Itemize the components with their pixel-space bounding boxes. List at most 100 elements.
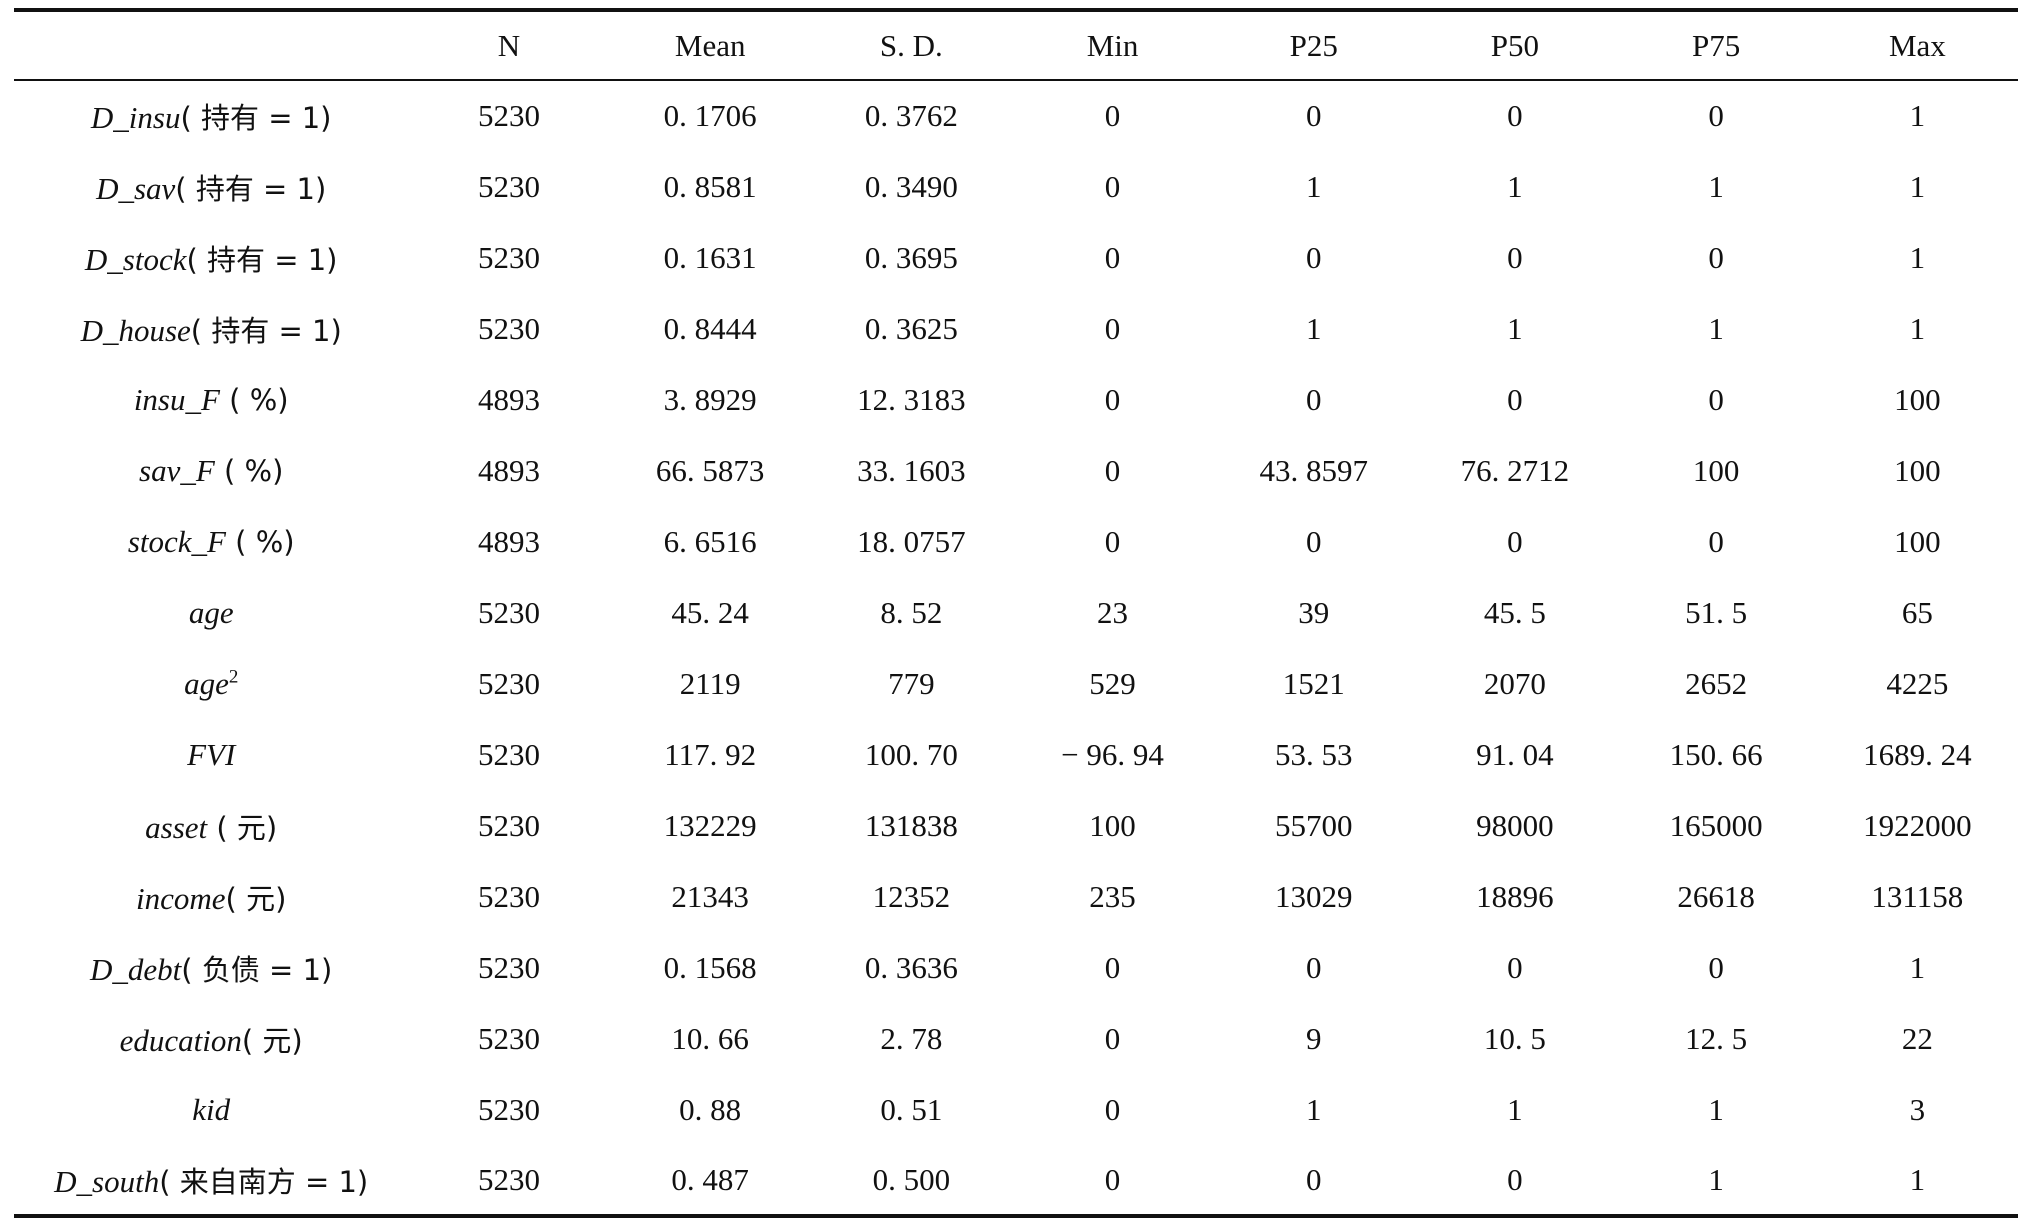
row-label: insu_F ( %) bbox=[14, 364, 408, 435]
row-label: asset ( 元) bbox=[14, 790, 408, 861]
cell-sd: 131838 bbox=[864, 807, 958, 843]
variable-name: D_house bbox=[80, 312, 191, 348]
cell-n: 5230 bbox=[477, 736, 540, 772]
table-row: insu_F ( %) 4893 3. 8929 12. 3183 0 0 0 0 100 bbox=[14, 364, 2018, 435]
cell-min: 0 bbox=[1104, 239, 1121, 275]
cell-p75: 0 bbox=[1708, 949, 1724, 985]
variable-name: kid bbox=[192, 1091, 231, 1127]
cell-p25: 0 bbox=[1305, 949, 1322, 985]
cell-sd: 0. 3762 bbox=[864, 98, 958, 133]
cell-p50: 0 bbox=[1507, 381, 1523, 417]
cell-mean: 0. 88 bbox=[679, 1091, 742, 1127]
cell-min: 23 bbox=[1097, 594, 1129, 630]
variable-note: ( 元) bbox=[225, 881, 287, 916]
cell-n: 5230 bbox=[477, 949, 540, 985]
header-n: N bbox=[497, 27, 521, 63]
cell-max: 1 bbox=[1909, 949, 1926, 985]
cell-max: 1689. 24 bbox=[1863, 736, 1972, 772]
cell-n: 5230 bbox=[477, 1020, 540, 1056]
cell-p50: 45. 5 bbox=[1483, 594, 1546, 630]
cell-max: 65 bbox=[1901, 594, 1933, 630]
cell-p25: 0 bbox=[1305, 239, 1322, 275]
row-label: D_insu( 持有 = 1) bbox=[14, 80, 408, 151]
table-row: sav_F ( %) 4893 66. 5873 33. 1603 0 43. 8597 7… bbox=[14, 435, 2018, 506]
cell-mean: 0. 487 bbox=[671, 1161, 749, 1197]
cell-min: 0 bbox=[1104, 949, 1121, 985]
cell-min: − 96. 94 bbox=[1061, 736, 1164, 772]
row-label: sav_F ( %) bbox=[14, 435, 408, 506]
cell-sd: 2. 78 bbox=[880, 1020, 943, 1056]
cell-p50: 1 bbox=[1507, 168, 1523, 204]
row-label: D_sav( 持有 = 1) bbox=[14, 151, 408, 222]
cell-sd: 18. 0757 bbox=[857, 523, 966, 559]
cell-p50: 0 bbox=[1507, 1161, 1523, 1197]
variable-note: ( 元) bbox=[207, 810, 278, 845]
cell-min: 0 bbox=[1104, 1091, 1121, 1127]
variable-name: income bbox=[136, 880, 226, 916]
cell-n: 4893 bbox=[477, 381, 540, 417]
table-row: age2 5230 2119 779 529 1521 2070 2652 4225 bbox=[14, 648, 2018, 719]
cell-sd: 12352 bbox=[872, 878, 951, 914]
cell-min: 235 bbox=[1089, 878, 1136, 914]
header-sd: S. D. bbox=[879, 27, 943, 63]
cell-p75: 1 bbox=[1708, 168, 1724, 204]
cell-mean: 2119 bbox=[679, 665, 741, 701]
variable-note: ( 元) bbox=[241, 1023, 303, 1058]
table-row: D_house( 持有 = 1) 5230 0. 8444 0. 3625 0 1 1 1 1 bbox=[14, 293, 2018, 364]
cell-mean: 0. 8581 bbox=[663, 168, 757, 204]
table-body: D_insu( 持有 = 1) 5230 0. 1706 0. 3762 0 0 0 0 1 D_… bbox=[14, 80, 2018, 1216]
cell-p75: 1 bbox=[1708, 1091, 1724, 1127]
cell-p25: 55700 bbox=[1274, 807, 1353, 843]
table-row: FVI 5230 117. 92 100. 70 − 96. 94 53. 53 91. 0… bbox=[14, 719, 2018, 790]
cell-p75: 100 bbox=[1692, 452, 1740, 488]
cell-sd: 779 bbox=[888, 665, 935, 701]
cell-p25: 1521 bbox=[1282, 665, 1345, 701]
cell-min: 0 bbox=[1104, 168, 1121, 204]
variable-name: education bbox=[119, 1022, 242, 1058]
row-label: income( 元) bbox=[14, 861, 408, 932]
cell-sd: 0. 51 bbox=[880, 1091, 943, 1127]
header-corner-cell bbox=[14, 10, 408, 80]
cell-p75: 0 bbox=[1708, 239, 1724, 275]
variable-note: ( 持有 = 1) bbox=[180, 101, 332, 135]
table-row: asset ( 元) 5230 132229 131838 100 55700 98000 1… bbox=[14, 790, 2018, 861]
cell-p50: 1 bbox=[1507, 310, 1523, 346]
cell-n: 5230 bbox=[477, 1161, 540, 1197]
variable-note: ( 持有 = 1) bbox=[186, 242, 338, 277]
cell-n: 4893 bbox=[477, 523, 540, 559]
cell-mean: 66. 5873 bbox=[655, 452, 765, 488]
cell-p50: 18896 bbox=[1476, 878, 1554, 914]
variable-name: D_stock bbox=[84, 241, 187, 277]
cell-p75: 150. 66 bbox=[1669, 736, 1763, 772]
cell-p25: 13029 bbox=[1274, 878, 1353, 914]
cell-p50: 2070 bbox=[1483, 665, 1546, 701]
table-row: income( 元) 5230 21343 12352 235 13029 18896 266… bbox=[14, 861, 2018, 932]
header-mean: Mean bbox=[674, 27, 746, 63]
cell-p50: 91. 04 bbox=[1476, 736, 1554, 772]
variable-name: insu_F bbox=[133, 381, 220, 417]
cell-p25: 0 bbox=[1305, 523, 1322, 559]
cell-n: 5230 bbox=[477, 594, 540, 630]
cell-p25: 0 bbox=[1305, 98, 1322, 133]
cell-sd: 8. 52 bbox=[880, 594, 943, 630]
variable-name: age bbox=[184, 665, 229, 701]
row-label: age bbox=[14, 577, 408, 648]
cell-sd: 0. 3695 bbox=[864, 239, 958, 275]
cell-p25: 1 bbox=[1305, 310, 1322, 346]
cell-p75: 51. 5 bbox=[1685, 594, 1748, 630]
variable-name: sav_F bbox=[139, 452, 215, 488]
header-min: Min bbox=[1086, 27, 1139, 63]
cell-mean: 132229 bbox=[663, 807, 757, 843]
cell-max: 4225 bbox=[1886, 665, 1949, 701]
cell-n: 5230 bbox=[477, 239, 540, 275]
variable-name: D_debt bbox=[90, 951, 182, 987]
cell-mean: 10. 66 bbox=[671, 1020, 749, 1056]
variable-note: ( %) bbox=[225, 524, 295, 559]
table-row: stock_F ( %) 4893 6. 6516 18. 0757 0 0 0 0 100 bbox=[14, 506, 2018, 577]
row-label: education( 元) bbox=[14, 1003, 408, 1074]
variable-note: ( %) bbox=[219, 382, 289, 417]
header-p75: P75 bbox=[1691, 27, 1741, 63]
cell-min: 0 bbox=[1104, 452, 1121, 488]
cell-max: 22 bbox=[1901, 1020, 1933, 1056]
table-row: education( 元) 5230 10. 66 2. 78 0 9 10. 5 12. 5… bbox=[14, 1003, 2018, 1074]
